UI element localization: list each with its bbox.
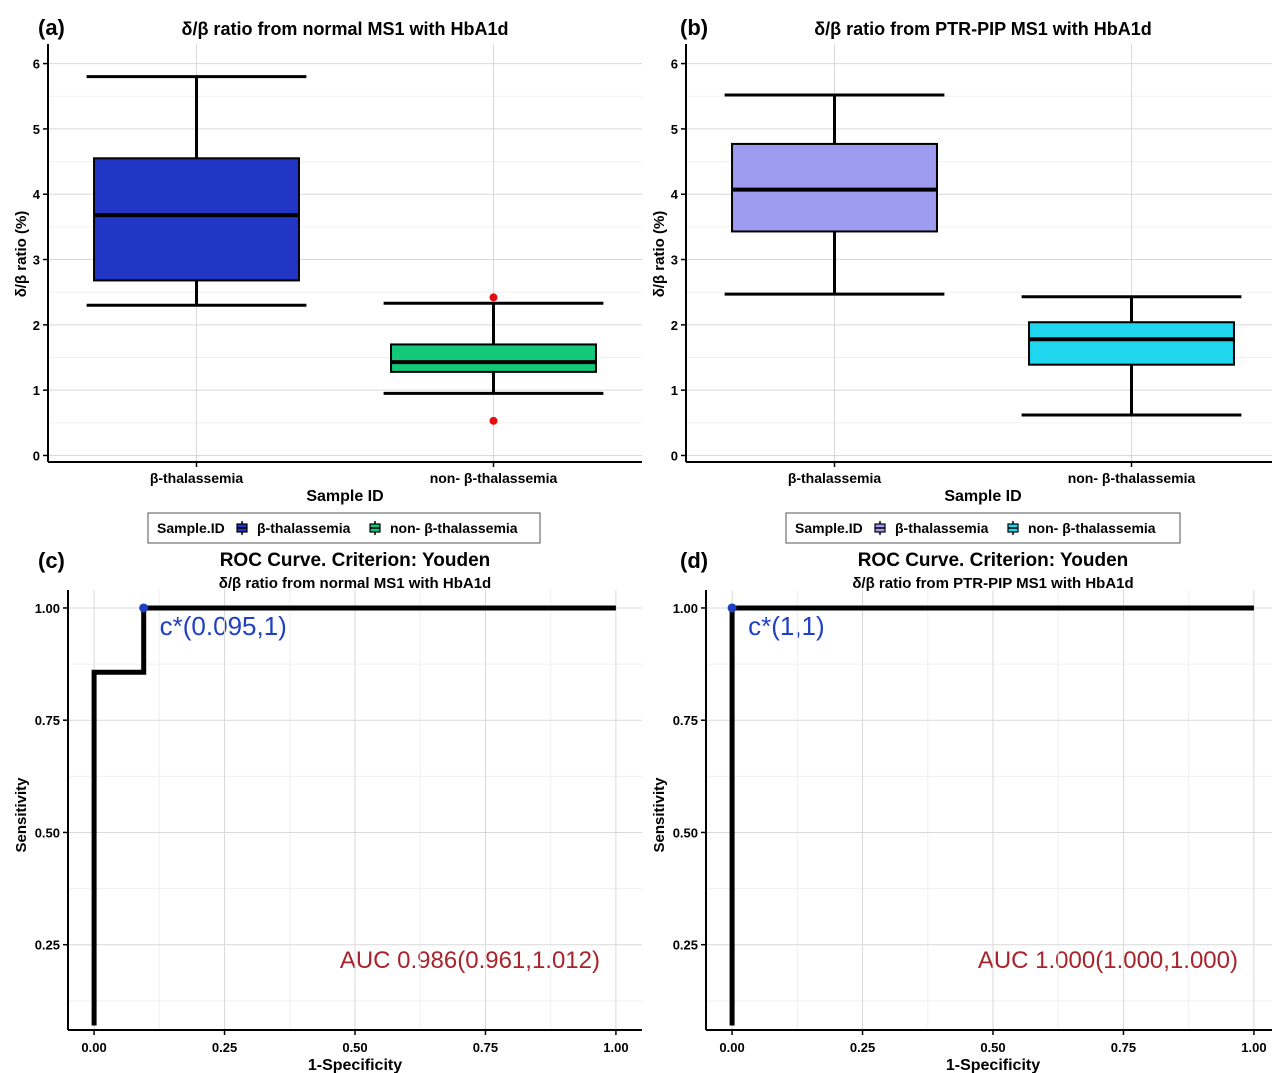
chart-title-c: ROC Curve. Criterion: Youden — [220, 550, 491, 571]
auc-label-c: AUC 0.986(0.961,1.012) — [340, 947, 600, 974]
x-tick-label: 0.75 — [1111, 1040, 1136, 1055]
y-tick-label: 0.75 — [35, 713, 60, 728]
chart-title-d: ROC Curve. Criterion: Youden — [858, 550, 1129, 571]
y-tick-label: 0.25 — [35, 938, 60, 953]
box-body — [390, 343, 597, 373]
y-tick-label: 4 — [671, 187, 679, 202]
panel-label-b: (b) — [680, 15, 708, 40]
cutoff-label-d: c*(1,1) — [748, 611, 825, 641]
x-tick-label: 1.00 — [1241, 1040, 1266, 1055]
x-axis-label-d: 1-Specificity — [946, 1057, 1040, 1073]
x-tick-label: 0.50 — [342, 1040, 367, 1055]
legend-entry-a-2: non- β-thalassemia — [390, 520, 518, 536]
legend-key-icon — [236, 521, 248, 535]
y-axis-label-c: Sensitivity — [13, 777, 30, 853]
legend-entry-a-1: β-thalassemia — [257, 520, 351, 536]
x-tick-label: 0.75 — [473, 1040, 498, 1055]
x-tick-label: non- β-thalassemia — [430, 470, 558, 486]
y-tick-label: 2 — [671, 318, 678, 333]
x-tick-label: non- β-thalassemia — [1068, 470, 1196, 486]
y-tick-label: 5 — [671, 122, 678, 137]
legend-b: Sample.ID β-thalassemia non- β-thalassem… — [785, 512, 1181, 544]
y-axis-label-d: Sensitivity — [651, 777, 668, 853]
y-tick-label: 0.75 — [673, 713, 698, 728]
y-tick-label: 0.25 — [673, 938, 698, 953]
plot-panel-a: 0 1 2 3 4 5 6 β-thalassemia non- β-thalassemia — [33, 44, 642, 486]
legend-frame-a — [147, 512, 541, 544]
y-tick-label: 1 — [33, 383, 40, 398]
plot-panel-d: 0.25 0.50 0.75 1.00 0.00 0.25 0.50 0.75 1.00 — [673, 590, 1272, 1055]
y-tick-label: 6 — [33, 57, 40, 72]
legend-key-icon — [369, 521, 381, 535]
chart-subtitle-d: δ/β ratio from PTR-PIP MS1 with HbA1d — [852, 575, 1133, 592]
cutoff-point — [139, 603, 149, 613]
outlier-point — [489, 293, 498, 302]
cutoff-label-c: c*(0.095,1) — [160, 611, 287, 641]
y-tick-label: 0 — [671, 448, 678, 463]
box-body — [93, 157, 300, 282]
box-2 — [383, 293, 604, 425]
panel-label-a: (a) — [38, 15, 65, 40]
y-tick-label: 3 — [33, 253, 40, 268]
x-tick-label: 0.00 — [719, 1040, 744, 1055]
chart-title-a: δ/β ratio from normal MS1 with HbA1d — [182, 19, 509, 39]
plot-layer: 0 1 2 3 4 5 6 β-thalassemia non- β-thalassemia 0 1… — [33, 44, 1272, 1055]
legend-title-b: Sample.ID — [795, 520, 863, 536]
x-tick-label: 1.00 — [603, 1040, 628, 1055]
y-axis-label-a: δ/β ratio (%) — [13, 211, 30, 298]
box-1 — [724, 93, 945, 296]
legend-entry-b-2: non- β-thalassemia — [1028, 520, 1156, 536]
roc-curve — [91, 605, 616, 1026]
y-tick-label: 0.50 — [35, 825, 60, 840]
legend-key-icon — [1007, 521, 1019, 535]
plot-panel-c: 0.25 0.50 0.75 1.00 0.00 0.25 0.50 0.75 1.00 — [35, 590, 642, 1055]
legend-a: Sample.ID β-thalassemia non- β-thalassem… — [147, 512, 541, 544]
legend-frame-b — [785, 512, 1181, 544]
legend-title-a: Sample.ID — [157, 520, 225, 536]
x-axis-label-c: 1-Specificity — [308, 1057, 402, 1073]
y-tick-label: 6 — [671, 57, 678, 72]
y-tick-label: 1.00 — [673, 601, 698, 616]
box-1 — [86, 75, 307, 307]
auc-label-d: AUC 1.000(1.000,1.000) — [978, 947, 1238, 974]
legend-entry-b-1: β-thalassemia — [895, 520, 989, 536]
chart-title-b: δ/β ratio from PTR-PIP MS1 with HbA1d — [814, 19, 1152, 39]
y-tick-label: 0.50 — [673, 825, 698, 840]
y-tick-label: 5 — [33, 122, 40, 137]
x-axis-label-a: Sample ID — [306, 488, 383, 505]
cutoff-point — [727, 603, 737, 613]
x-tick-label: 0.25 — [850, 1040, 875, 1055]
box-2 — [1021, 295, 1242, 417]
x-tick-label: 0.25 — [212, 1040, 237, 1055]
x-tick-label: 0.00 — [81, 1040, 106, 1055]
panel-label-c: (c) — [38, 548, 65, 573]
box-body — [1028, 321, 1235, 366]
y-tick-label: 1 — [671, 383, 678, 398]
y-axis-label-b: δ/β ratio (%) — [651, 211, 668, 298]
panel-label-d: (d) — [680, 548, 708, 573]
y-tick-label: 2 — [33, 318, 40, 333]
y-tick-label: 1.00 — [35, 601, 60, 616]
plot-panel-b: 0 1 2 3 4 5 6 β-thalassemia non- β-thalassemia — [671, 44, 1272, 486]
y-tick-label: 0 — [33, 448, 40, 463]
legend-key-icon — [874, 521, 886, 535]
x-tick-label: β-thalassemia — [150, 470, 244, 486]
x-tick-label: β-thalassemia — [788, 470, 882, 486]
y-tick-label: 3 — [671, 253, 678, 268]
x-tick-label: 0.50 — [980, 1040, 1005, 1055]
x-axis-label-b: Sample ID — [944, 488, 1021, 505]
y-tick-label: 4 — [33, 187, 41, 202]
outlier-point — [489, 416, 498, 425]
chart-subtitle-c: δ/β ratio from normal MS1 with HbA1d — [219, 575, 491, 592]
